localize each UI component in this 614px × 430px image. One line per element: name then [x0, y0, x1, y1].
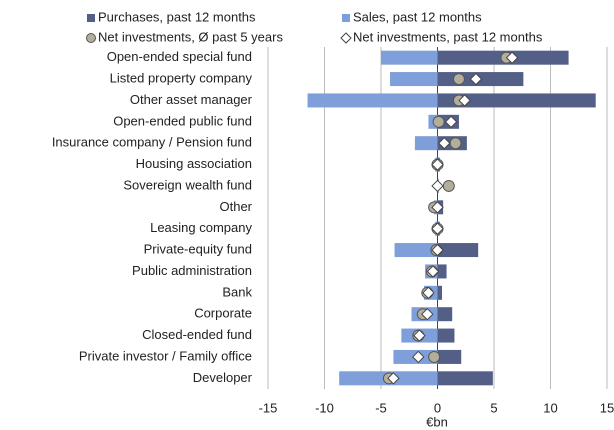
- y-tick-label: Insurance company / Pension fund: [52, 135, 252, 150]
- y-tick-label: Listed property company: [110, 71, 253, 86]
- bar: [437, 285, 443, 300]
- y-tick-label: Open-ended public fund: [113, 113, 252, 128]
- legend-label: Net investments, Ø past 5 years: [98, 29, 283, 44]
- legend-label: Sales, past 12 months: [353, 9, 482, 24]
- marker: [431, 243, 444, 257]
- marker: [458, 94, 471, 107]
- bar: [437, 371, 493, 386]
- y-tick-label: Bank: [222, 284, 252, 299]
- bar: [437, 349, 462, 364]
- y-tick-label: Open-ended special fund: [107, 49, 252, 64]
- y-tick-label: Leasing company: [150, 220, 252, 235]
- marker: [449, 137, 462, 150]
- marker: [422, 286, 435, 300]
- bar: [437, 264, 447, 279]
- x-tick-label: 10: [543, 400, 557, 415]
- legend-symbol: [342, 14, 350, 22]
- x-tick-label: 0: [434, 400, 441, 415]
- bar: [381, 50, 438, 65]
- y-tick-label: Sovereign wealth fund: [123, 177, 252, 192]
- marker: [431, 201, 444, 214]
- bar: [394, 243, 438, 258]
- y-tick-label: Closed-ended fund: [142, 327, 252, 342]
- bar: [437, 93, 596, 108]
- legend-symbol: [86, 33, 96, 43]
- marker: [432, 115, 445, 128]
- x-tick-label: -5: [375, 400, 387, 415]
- y-tick-label: Private investor / Family office: [79, 348, 252, 363]
- bar: [437, 307, 453, 322]
- marker: [431, 158, 444, 171]
- marker: [452, 73, 465, 86]
- bar: [437, 243, 479, 258]
- bar: [390, 72, 438, 87]
- marker: [426, 265, 440, 278]
- marker: [442, 179, 455, 192]
- x-tick-label: -10: [315, 400, 334, 415]
- marker: [412, 350, 425, 364]
- y-tick-label: Developer: [193, 370, 253, 385]
- marker: [505, 51, 519, 64]
- marker: [413, 329, 426, 342]
- marker: [421, 307, 434, 321]
- legend-symbol: [87, 14, 95, 22]
- legend-label: Purchases, past 12 months: [98, 9, 256, 24]
- x-tick-label: 15: [600, 400, 614, 415]
- x-tick-label: 5: [490, 400, 497, 415]
- x-axis-label: €bn: [426, 414, 448, 429]
- legend-symbol: [340, 32, 352, 44]
- y-tick-label: Other asset manager: [130, 92, 253, 107]
- x-tick-label: -15: [259, 400, 278, 415]
- marker: [438, 136, 451, 150]
- marker: [431, 179, 444, 193]
- marker: [431, 222, 444, 235]
- marker: [444, 115, 458, 129]
- y-tick-label: Housing association: [136, 156, 252, 171]
- marker: [387, 372, 400, 385]
- y-tick-label: Private-equity fund: [144, 242, 252, 257]
- marker: [469, 72, 483, 86]
- marker: [428, 350, 441, 363]
- bar: [307, 93, 438, 108]
- bar: [414, 136, 438, 151]
- legend-label: Net investments, past 12 months: [353, 29, 543, 44]
- bar: [437, 328, 455, 343]
- y-tick-label: Corporate: [194, 306, 252, 321]
- y-tick-label: Public administration: [132, 263, 252, 278]
- y-tick-label: Other: [219, 199, 252, 214]
